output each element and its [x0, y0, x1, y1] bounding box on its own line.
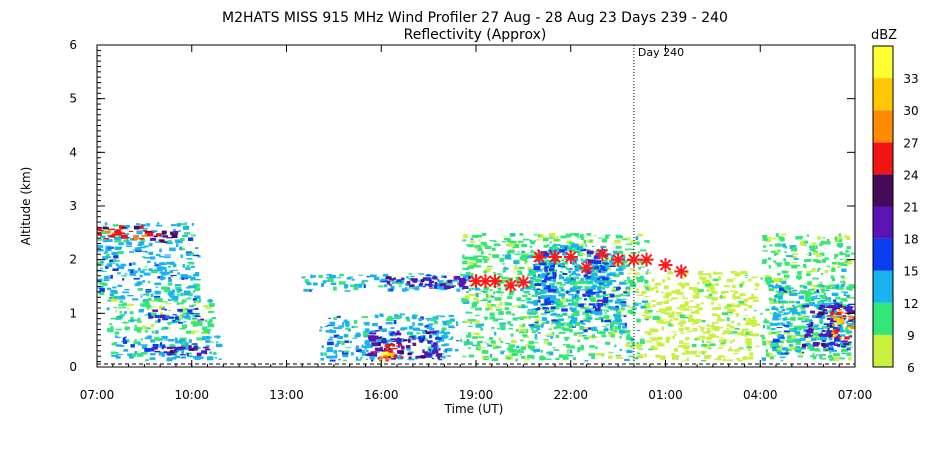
plot-frame — [96, 44, 856, 368]
y-tick-label: 0 — [69, 360, 77, 374]
echo-region — [97, 222, 202, 303]
y-axis-label: Altitude (km) — [19, 167, 33, 246]
colorbar-tick-label: 21 — [903, 201, 918, 215]
day-marker-label: Day 240 — [638, 46, 684, 59]
data-point — [579, 260, 594, 275]
colorbar-tick-label: 30 — [903, 104, 918, 118]
data-point — [658, 258, 673, 273]
data-point — [487, 274, 502, 289]
data-point — [611, 252, 626, 267]
x-tick-label: 13:00 — [269, 388, 304, 402]
colorbar-segment — [873, 206, 893, 239]
colorbar-tick-label: 6 — [907, 361, 915, 375]
data-point — [639, 252, 654, 267]
colorbar-tick-label: 18 — [903, 233, 918, 247]
data-point — [563, 249, 578, 264]
x-tick-label: 19:00 — [459, 388, 494, 402]
x-tick-label: 16:00 — [364, 388, 399, 402]
echo-region — [830, 308, 855, 340]
colorbar-segment — [873, 334, 893, 367]
colorbar-segment — [873, 270, 893, 303]
colorbar-segment — [873, 174, 893, 207]
data-point — [595, 247, 610, 262]
echo-region — [152, 343, 211, 357]
colorbar-tick-label: 24 — [903, 168, 918, 182]
colorbar-segment — [873, 142, 893, 175]
day-marker: Day 240 — [633, 45, 684, 367]
data-point — [547, 249, 562, 264]
data-point — [516, 275, 531, 290]
data-point — [626, 252, 641, 267]
marker-layer — [469, 247, 689, 293]
colorbar-segment — [873, 302, 893, 335]
echo-region — [148, 308, 204, 324]
x-tick-label: 07:00 — [80, 388, 115, 402]
echo-region — [97, 225, 154, 240]
colorbar-segment — [873, 110, 893, 143]
chart-subtitle: Reflectivity (Approx) — [404, 27, 547, 43]
y-tick-label: 1 — [69, 306, 77, 320]
echo-region — [378, 351, 394, 362]
y-tick-label: 3 — [69, 199, 77, 213]
colorbar-tick-label: 15 — [903, 265, 918, 279]
colorbar-tick-label: 12 — [903, 297, 918, 311]
echo-region — [381, 275, 471, 290]
colorbar-segment — [873, 238, 893, 271]
echo-region — [110, 335, 223, 362]
x-tick-label: 01:00 — [648, 388, 683, 402]
colorbar-tick-label: 33 — [903, 72, 918, 86]
x-tick-label: 04:00 — [743, 388, 778, 402]
echo-region — [145, 230, 179, 243]
colorbar: 6 9 12 15 18 21 24 27 30 33 — [872, 45, 919, 375]
colorbar-tick-label: 27 — [903, 136, 918, 150]
echo-layer — [97, 222, 855, 365]
colorbar-frame — [872, 45, 894, 368]
y-tick-label: 4 — [69, 145, 77, 159]
colorbar-segment — [873, 78, 893, 111]
data-point — [503, 278, 518, 293]
y-tick-label: 6 — [69, 38, 77, 52]
x-axis-label: Time (UT) — [444, 402, 504, 416]
x-tick-label: 07:00 — [838, 388, 873, 402]
echo-region — [643, 270, 761, 362]
colorbar-label: dBZ — [871, 28, 897, 43]
x-tick-label: 10:00 — [174, 388, 209, 402]
echo-region — [583, 249, 609, 313]
data-point — [532, 249, 547, 264]
chart-title: M2HATS MISS 915 MHz Wind Profiler 27 Aug… — [222, 10, 728, 26]
x-axis: 07:00 10:00 13:00 16:00 19:00 22:00 01:00 04:00… — [80, 45, 873, 402]
x-tick-label: 22:00 — [553, 388, 588, 402]
echo-region — [106, 297, 217, 335]
y-axis: 0 1 2 3 4 5 6 — [69, 38, 855, 374]
data-point — [674, 264, 689, 279]
colorbar-tick-label: 9 — [907, 329, 915, 343]
y-tick-label: 5 — [69, 92, 77, 106]
y-tick-label: 2 — [69, 253, 77, 267]
colorbar-segment — [873, 46, 893, 79]
